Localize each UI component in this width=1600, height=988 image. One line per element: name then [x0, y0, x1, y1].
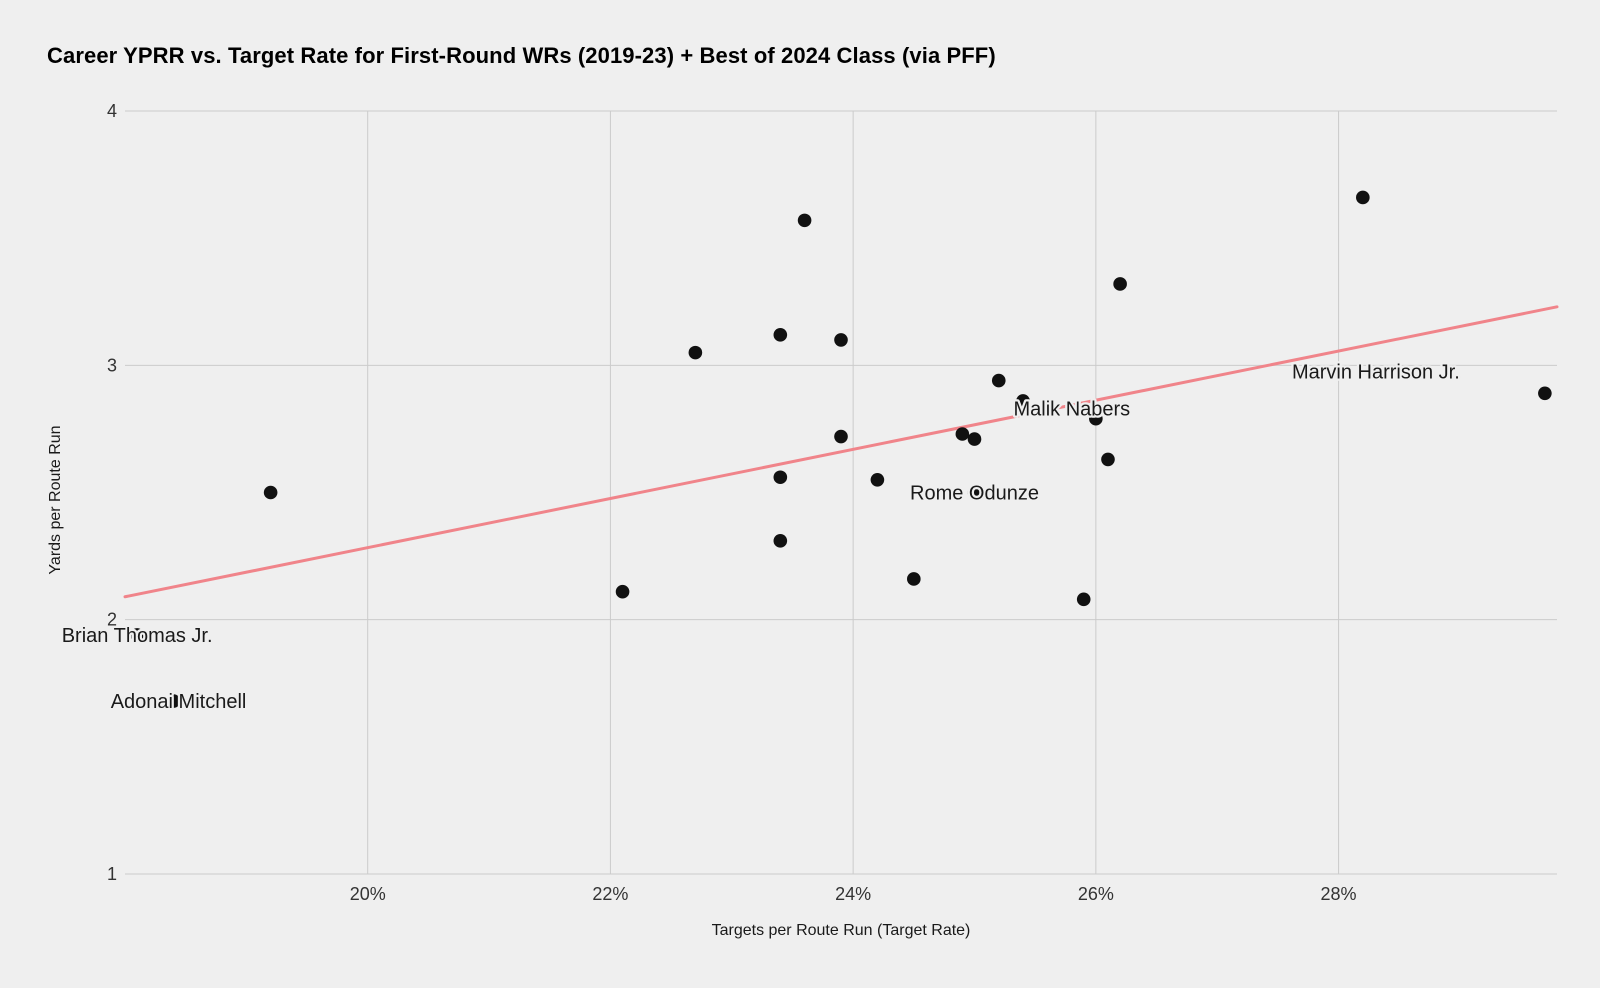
- player-point: [166, 694, 181, 708]
- y-axis-title-text: Yards per Route Run: [47, 425, 64, 575]
- trend-line: [123, 305, 1559, 599]
- x-tick-label: 24%: [835, 884, 871, 904]
- player-label: Brian Thomas Jr.: [62, 625, 213, 647]
- player-label: Marvin Harrison Jr.: [1292, 361, 1460, 383]
- data-point: [615, 584, 630, 599]
- player-label: Adonai Mitchell: [111, 691, 247, 713]
- data-point: [1016, 394, 1030, 408]
- x-tick-label: 26%: [1078, 884, 1114, 904]
- data-point: [834, 333, 848, 347]
- y-tick-label: 1: [107, 864, 117, 884]
- data-point: [1356, 190, 1370, 205]
- data-point: [870, 472, 885, 487]
- data-point: [773, 328, 788, 342]
- player-point: [1538, 386, 1552, 401]
- y-tick-label: 3: [107, 355, 117, 375]
- y-tick-label: 2: [107, 610, 117, 630]
- data-point: [773, 534, 788, 548]
- data-point: [773, 470, 788, 485]
- player-point: [1089, 411, 1103, 426]
- player-label: Malik Nabers: [1013, 399, 1130, 421]
- y-tick-label: 4: [107, 101, 117, 121]
- chart-title: Career YPRR vs. Target Rate for First-Ro…: [47, 43, 996, 68]
- data-point: [688, 345, 703, 360]
- x-tick-label: 22%: [592, 884, 628, 904]
- player-label: Rome Odunze: [910, 483, 1039, 505]
- data-point: [263, 485, 278, 500]
- data-point: [967, 432, 982, 446]
- x-tick-label: 20%: [350, 884, 386, 904]
- player-point: [967, 485, 982, 500]
- x-axis-title: Targets per Route Run (Target Rate): [711, 922, 971, 939]
- data-point: [834, 429, 848, 444]
- data-point: [797, 213, 812, 228]
- x-tick-label: 28%: [1321, 884, 1357, 904]
- data-point: [1101, 452, 1115, 467]
- data-point: [1113, 277, 1127, 291]
- data-point: [907, 572, 921, 586]
- data-point: [955, 427, 970, 441]
- data-point: [991, 373, 1006, 388]
- data-point: [1076, 592, 1091, 607]
- player-point: [130, 628, 144, 642]
